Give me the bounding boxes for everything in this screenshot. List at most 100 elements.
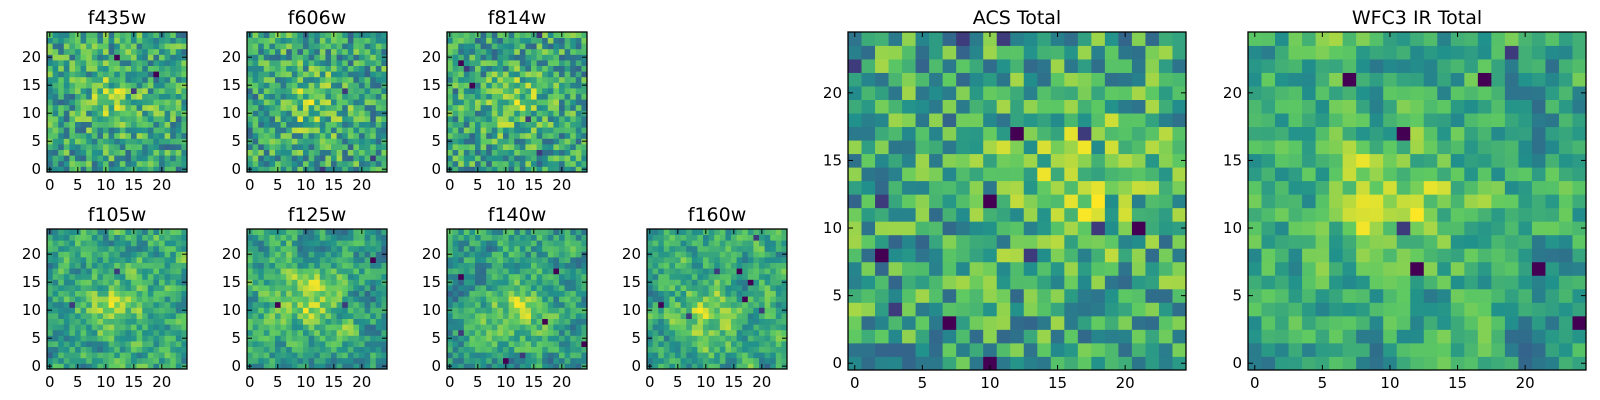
heatmap-cell (269, 335, 276, 342)
heatmap-cell (263, 313, 270, 319)
heatmap-cell (669, 262, 676, 269)
heatmap-cell (942, 221, 957, 236)
y-tick-label: 15 (422, 76, 441, 94)
heatmap-cell (680, 273, 687, 280)
heatmap-cell (159, 93, 165, 100)
heatmap-cell (956, 342, 971, 357)
heatmap-cell (258, 245, 265, 252)
heatmap-cell (275, 313, 281, 319)
heatmap-cell (58, 138, 65, 145)
heatmap-cell (581, 329, 588, 336)
heatmap-cell (291, 110, 298, 117)
heatmap-cell (153, 65, 160, 72)
heatmap-cell (319, 110, 326, 117)
heatmap-cell (170, 48, 177, 55)
heatmap-cell (1037, 342, 1052, 357)
heatmap-cell (258, 121, 265, 128)
heatmap-cell (170, 88, 177, 94)
heatmap-cell (708, 363, 715, 370)
heatmap-cell (775, 279, 782, 286)
heatmap-cell (525, 144, 532, 150)
heatmap-cell (719, 329, 726, 336)
heatmap-cell (52, 262, 59, 269)
heatmap-cell (469, 363, 476, 370)
heatmap-cell (319, 48, 326, 55)
heatmap-cell (503, 313, 509, 319)
heatmap-cell (719, 257, 726, 263)
heatmap-cell (280, 262, 287, 269)
heatmap-cell (119, 285, 126, 291)
heatmap-cell (519, 363, 526, 370)
heatmap-cell (69, 346, 76, 353)
heatmap-cell (342, 116, 349, 122)
heatmap-cell (142, 76, 149, 83)
heatmap-cell (719, 229, 726, 235)
heatmap-cell (331, 160, 337, 167)
heatmap-cell (297, 273, 304, 280)
heatmap-cell (319, 37, 326, 44)
heatmap-cell (142, 116, 149, 122)
heatmap-cell (291, 251, 298, 258)
heatmap-cell (781, 352, 788, 359)
heatmap-cell (69, 341, 76, 347)
heatmap-cell (159, 285, 165, 291)
heatmap-cell (703, 313, 709, 319)
heatmap-cell (486, 290, 493, 297)
heatmap-cell (297, 60, 304, 66)
heatmap-cell (491, 149, 498, 156)
heatmap-cell (719, 318, 726, 325)
heatmap-cell (375, 285, 382, 291)
heatmap-cell (75, 121, 81, 128)
heatmap-cell (370, 132, 377, 139)
heatmap-cell (153, 60, 160, 66)
heatmap-cell (575, 251, 582, 258)
heatmap-cell (108, 329, 115, 336)
heatmap-cell (108, 32, 115, 38)
heatmap-cell (175, 307, 182, 314)
heatmap-cell (364, 144, 371, 150)
heatmap-cell (525, 346, 532, 353)
heatmap-cell (125, 341, 132, 347)
heatmap-cell (575, 324, 582, 331)
heatmap-cell (663, 268, 670, 275)
heatmap-cell (480, 155, 487, 162)
heatmap-cell (475, 43, 481, 50)
heatmap-cell (983, 329, 998, 344)
heatmap-cell (458, 251, 465, 258)
heatmap-cell (286, 132, 293, 139)
heatmap-cell (381, 234, 388, 241)
heatmap-cell (480, 307, 487, 314)
heatmap-cell (247, 290, 253, 297)
heatmap-cell (503, 99, 509, 106)
heatmap-cell (103, 121, 109, 128)
heatmap-cell (181, 155, 188, 162)
heatmap-cell (342, 110, 349, 117)
heatmap-cell (452, 155, 459, 162)
heatmap-cell (342, 352, 349, 359)
heatmap-cell (848, 194, 862, 209)
heatmap-cell (342, 71, 349, 78)
heatmap-cell (370, 313, 377, 319)
heatmap-cell (525, 313, 532, 319)
heatmap-cell (131, 296, 137, 303)
heatmap-cell (319, 307, 326, 314)
heatmap-cell (291, 307, 298, 314)
heatmap-cell (1145, 180, 1160, 195)
heatmap-cell (508, 341, 515, 347)
heatmap-cell (514, 132, 521, 139)
heatmap-cell (252, 313, 259, 319)
heatmap-cell (861, 356, 876, 371)
heatmap-cell (861, 261, 876, 276)
heatmap-cell (164, 71, 171, 78)
heatmap-cell (147, 138, 154, 145)
heatmap-cell (759, 268, 765, 275)
heatmap-cell (86, 144, 93, 150)
heatmap-cell (280, 160, 287, 167)
heatmap-cell (142, 313, 149, 319)
heatmap-cell (119, 313, 126, 319)
heatmap-cell (58, 60, 65, 66)
heatmap-cell (531, 279, 537, 286)
heatmap-cell (536, 363, 543, 370)
heatmap-cell (275, 251, 281, 258)
heatmap-cell (725, 240, 732, 247)
